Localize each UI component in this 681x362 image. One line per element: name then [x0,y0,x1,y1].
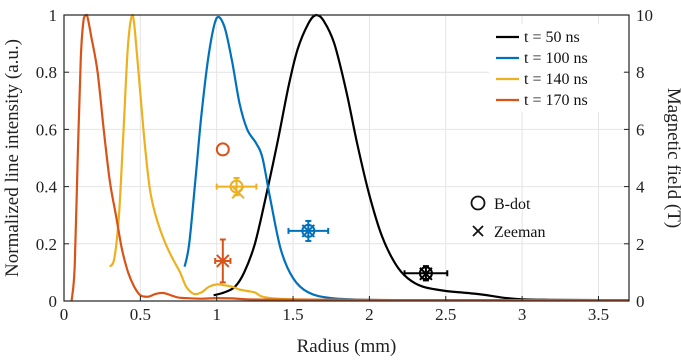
circle-symbol [301,223,316,238]
plot-frame [63,14,630,302]
bdot-marker-1 [215,142,230,157]
y-tick-label: 1 [49,6,58,25]
marker-legend-label-1: B-dot [494,196,531,213]
marker-legend-cross-icon [472,225,484,237]
y-tick-label: 0.2 [36,235,57,254]
y-tick-label: 0.6 [36,120,57,139]
cross-stroke [419,267,433,281]
zeeman-marker-8 [419,267,433,281]
series-layer [70,13,629,301]
cross-stroke [216,254,230,268]
x-tick-label: 2 [365,305,374,324]
zeeman-marker-5 [214,238,232,284]
zeeman-marker-7 [301,224,316,238]
circle-symbol [418,266,433,281]
zeeman-marker-6 [231,185,245,200]
marker-legend-label-2: Zeeman [494,224,546,241]
legend-label-1: t = 50 ns [524,29,580,46]
x-tick-label: 0 [60,305,69,324]
x-tick-label: 2.5 [435,305,456,324]
y-tick-label: 0 [49,292,58,311]
x-tick-label: 1.5 [282,305,303,324]
legend-box [489,24,623,112]
legend-label-4: t = 170 ns [524,92,588,109]
y2-tick-label: 2 [636,235,645,254]
x-tick-label: 3.5 [588,305,609,324]
x-axis-title: Radius (mm) [297,336,397,357]
x-tick-label: 0.5 [130,305,151,324]
markers-layer [214,142,449,284]
y2-axis-title: Magnetic field (T) [663,88,681,228]
y-axis-title: Normalized line intensity (a.u.) [2,39,23,277]
y2-tick-label: 6 [636,120,645,139]
legend: t = 50 ns t = 100 ns t = 140 ns t = 170 ns [489,24,623,112]
y-tick-label: 0.4 [36,178,58,197]
cross-stroke [231,185,245,200]
circle-symbol [215,142,230,157]
series-line-2 [183,15,416,301]
legend-label-2: t = 100 ns [524,50,588,67]
marker-legend: B-dot Zeeman [470,195,546,241]
x-tick-label: 3 [518,305,527,324]
y2-tick-label: 4 [636,178,645,197]
y2-tick-label: 10 [636,6,653,25]
x-tick-label: 1 [212,305,221,324]
y-tick-label: 0.8 [36,63,57,82]
y2-tick-label: 0 [636,292,645,311]
cross-stroke [301,224,316,238]
series-line-1 [213,13,629,301]
legend-label-3: t = 140 ns [524,71,588,88]
y2-tick-label: 8 [636,63,645,82]
marker-legend-circle-icon [470,195,486,211]
